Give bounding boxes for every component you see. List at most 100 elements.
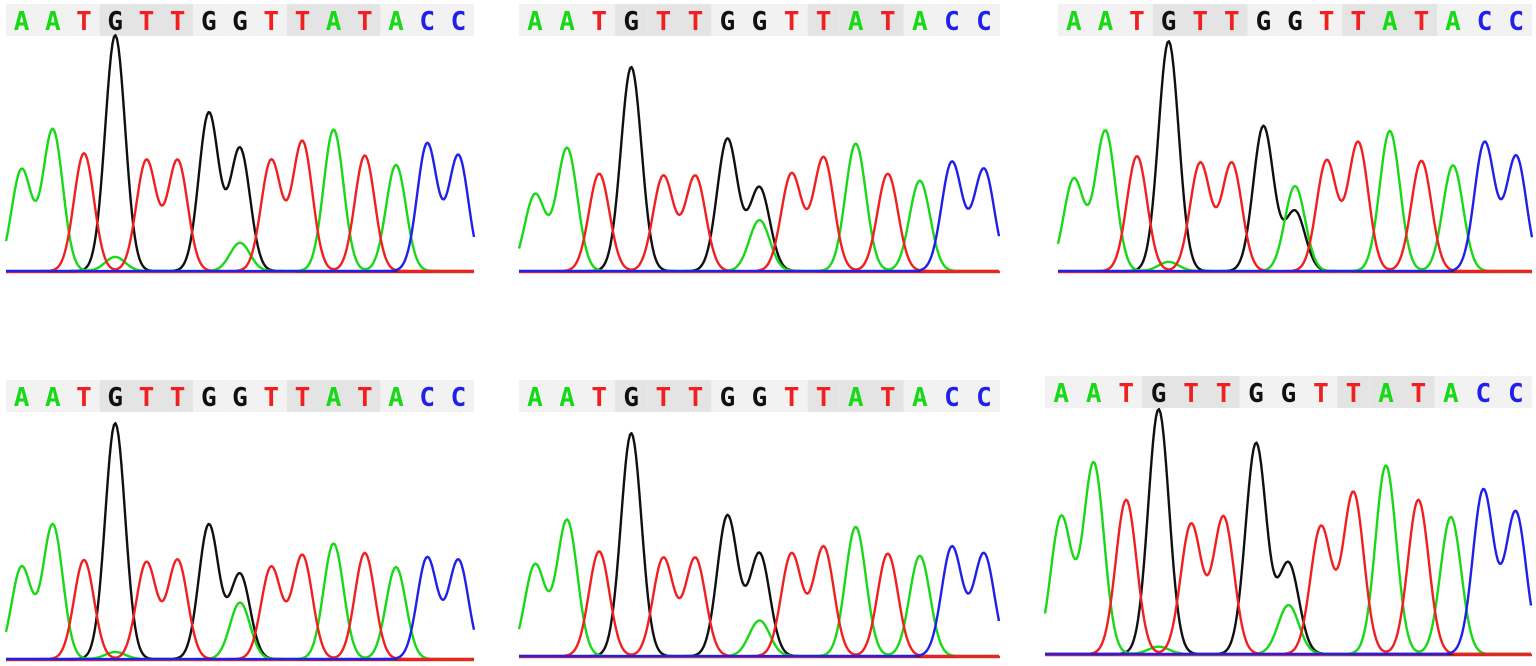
peak-point [1326,161,1328,163]
peak-point [1450,517,1452,519]
base-call-letter: C [976,7,992,37]
peak-point [333,129,335,131]
base-call-band [68,4,100,36]
base-call-band [839,380,872,412]
peak-point [114,423,116,425]
base-call-band [775,380,808,412]
peak-point [21,170,23,172]
trace-T-channel [6,551,474,661]
peak-point [566,520,568,522]
base-call-band [935,4,968,36]
peak-point [855,527,857,529]
peak-point [457,560,459,562]
base-call-letter: G [720,7,736,37]
trace-G-channel [1045,408,1531,656]
base-call-band [871,380,904,412]
base-call-letter: C [1477,7,1493,37]
base-call-letter: A [14,383,30,413]
base-call-letter: T [1216,379,1232,409]
trace-C-channel [6,555,476,661]
base-call-band [411,380,443,412]
base-call-letter: A [1445,7,1461,37]
peak-point [239,574,241,576]
peak-point [566,148,568,150]
peak-point [1060,517,1062,519]
base-call-band [1247,4,1280,36]
peak-point [1223,517,1225,519]
peak-point [983,553,985,555]
peak-point [1294,211,1296,213]
peak-point [630,433,632,435]
base-call-band [380,380,412,412]
base-call-letter: G [1161,7,1177,37]
base-call-band [1499,376,1532,408]
base-call-letter: A [912,383,928,413]
base-call-letter: T [1129,7,1145,37]
base-call-letter: G [232,7,248,37]
peak-point [333,543,335,545]
trace-T-channel [519,544,999,658]
base-call-band [551,380,584,412]
base-call-letter: T [357,383,373,413]
base-call-letter: T [655,7,671,37]
base-call-band [1174,376,1208,408]
base-call-band [442,380,474,412]
base-call-letter: T [688,383,704,413]
base-call-letter: A [527,7,543,37]
base-call-letter: A [1443,379,1459,409]
base-call-band [99,4,131,36]
peak-point [208,113,210,115]
base-call-letter: G [1281,379,1297,409]
base-call-band [711,380,744,412]
base-call-letter: T [591,383,607,413]
peak-point [301,555,303,557]
peak-point [791,174,793,176]
base-call-band [615,380,648,412]
base-call-letter: C [944,383,960,413]
peak-point [1482,490,1484,492]
base-call-letter: A [326,383,342,413]
base-call-letter: T [1319,7,1335,37]
base-call-band [711,4,744,36]
peak-point [1320,527,1322,529]
base-call-letter: T [784,7,800,37]
trace-C-channel [1045,487,1533,656]
peak-point [694,558,696,560]
base-call-letter: A [388,383,404,413]
base-call-band [1239,376,1273,408]
peak-point [145,562,147,564]
peak-point [1136,156,1138,158]
base-call-band [1184,4,1216,36]
trace-T-channel [1058,140,1532,273]
base-call-band [519,380,552,412]
trace-G-channel [1058,40,1532,273]
base-call-letter: G [1287,7,1303,37]
trace-A-channel [517,518,999,658]
base-call-letter: A [559,7,575,37]
peak-point [52,129,54,131]
trace-G-channel [6,422,474,661]
base-call-band [1272,376,1305,408]
base-call-band [679,4,712,36]
base-call-band [1468,4,1501,36]
base-call-band [442,4,474,36]
peak-point [177,160,179,162]
base-call-band [1437,4,1469,36]
peak-point [395,567,397,569]
base-call-band [967,380,1000,412]
base-call-band [1369,376,1403,408]
base-call-band [743,380,776,412]
trace-C-channel [519,160,1001,273]
base-call-letter: A [14,7,30,37]
trace-C-channel [6,141,476,273]
peak-point [1190,524,1192,526]
peak-point [1093,463,1095,465]
base-call-band [1152,4,1185,36]
peak-point [759,553,761,555]
peak-point [598,551,600,553]
base-call-letter: T [263,7,279,37]
